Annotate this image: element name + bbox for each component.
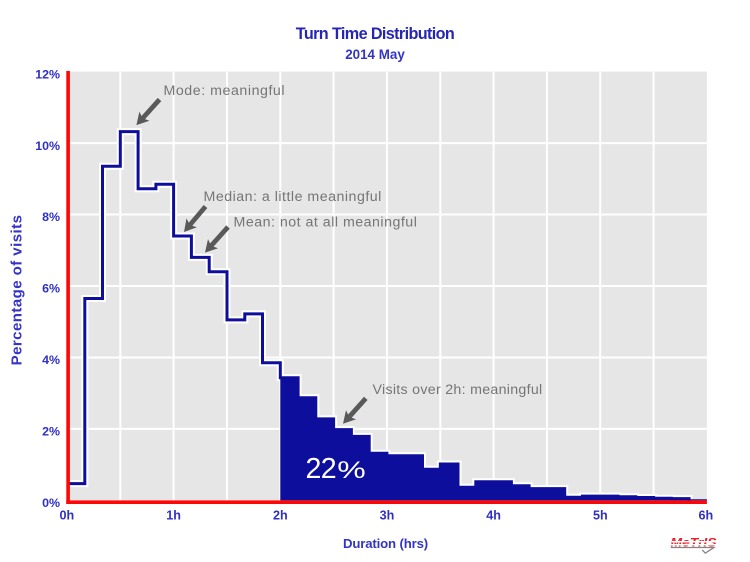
svg-text:Mean: not at all meaningful: Mean: not at all meaningful (234, 215, 418, 231)
svg-text:4h: 4h (486, 509, 501, 523)
svg-text:1h: 1h (166, 509, 181, 523)
svg-text:Visits over 2h: meaningful: Visits over 2h: meaningful (373, 382, 543, 398)
svg-text:Mode: meaningful: Mode: meaningful (164, 83, 286, 99)
svg-text:8%: 8% (42, 210, 60, 224)
svg-text:6h: 6h (698, 509, 713, 523)
svg-text:10%: 10% (35, 139, 60, 153)
svg-text:Turn Time Distribution: Turn Time Distribution (296, 25, 454, 43)
svg-text:2%: 2% (42, 425, 60, 439)
svg-text:2014 May: 2014 May (345, 47, 405, 62)
svg-text:12%: 12% (35, 67, 60, 81)
svg-text:6%: 6% (42, 282, 60, 296)
svg-text:2h: 2h (273, 509, 288, 523)
svg-text:22: 22 (306, 453, 337, 485)
svg-text:%: % (337, 456, 365, 483)
svg-text:Percentage of visits: Percentage of visits (9, 215, 26, 366)
svg-text:5h: 5h (593, 509, 608, 523)
svg-text:3h: 3h (380, 509, 395, 523)
svg-text:4%: 4% (42, 353, 60, 367)
svg-text:Duration (hrs): Duration (hrs) (343, 536, 428, 551)
svg-text:0h: 0h (60, 509, 75, 523)
svg-text:0%: 0% (42, 496, 60, 510)
svg-text:Median: a little meaningful: Median: a little meaningful (204, 189, 382, 205)
